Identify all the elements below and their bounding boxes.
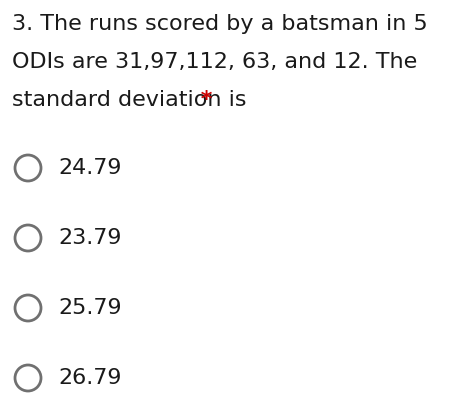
Text: 24.79: 24.79 [58,158,121,178]
Text: standard deviation is: standard deviation is [12,90,246,110]
Text: ODIs are 31,97,112, 63, and 12. The: ODIs are 31,97,112, 63, and 12. The [12,52,417,72]
Text: 25.79: 25.79 [58,298,121,318]
Text: 3. The runs scored by a batsman in 5: 3. The runs scored by a batsman in 5 [12,14,428,34]
Text: 26.79: 26.79 [58,368,121,388]
Text: *: * [193,90,212,110]
Text: 23.79: 23.79 [58,228,121,248]
